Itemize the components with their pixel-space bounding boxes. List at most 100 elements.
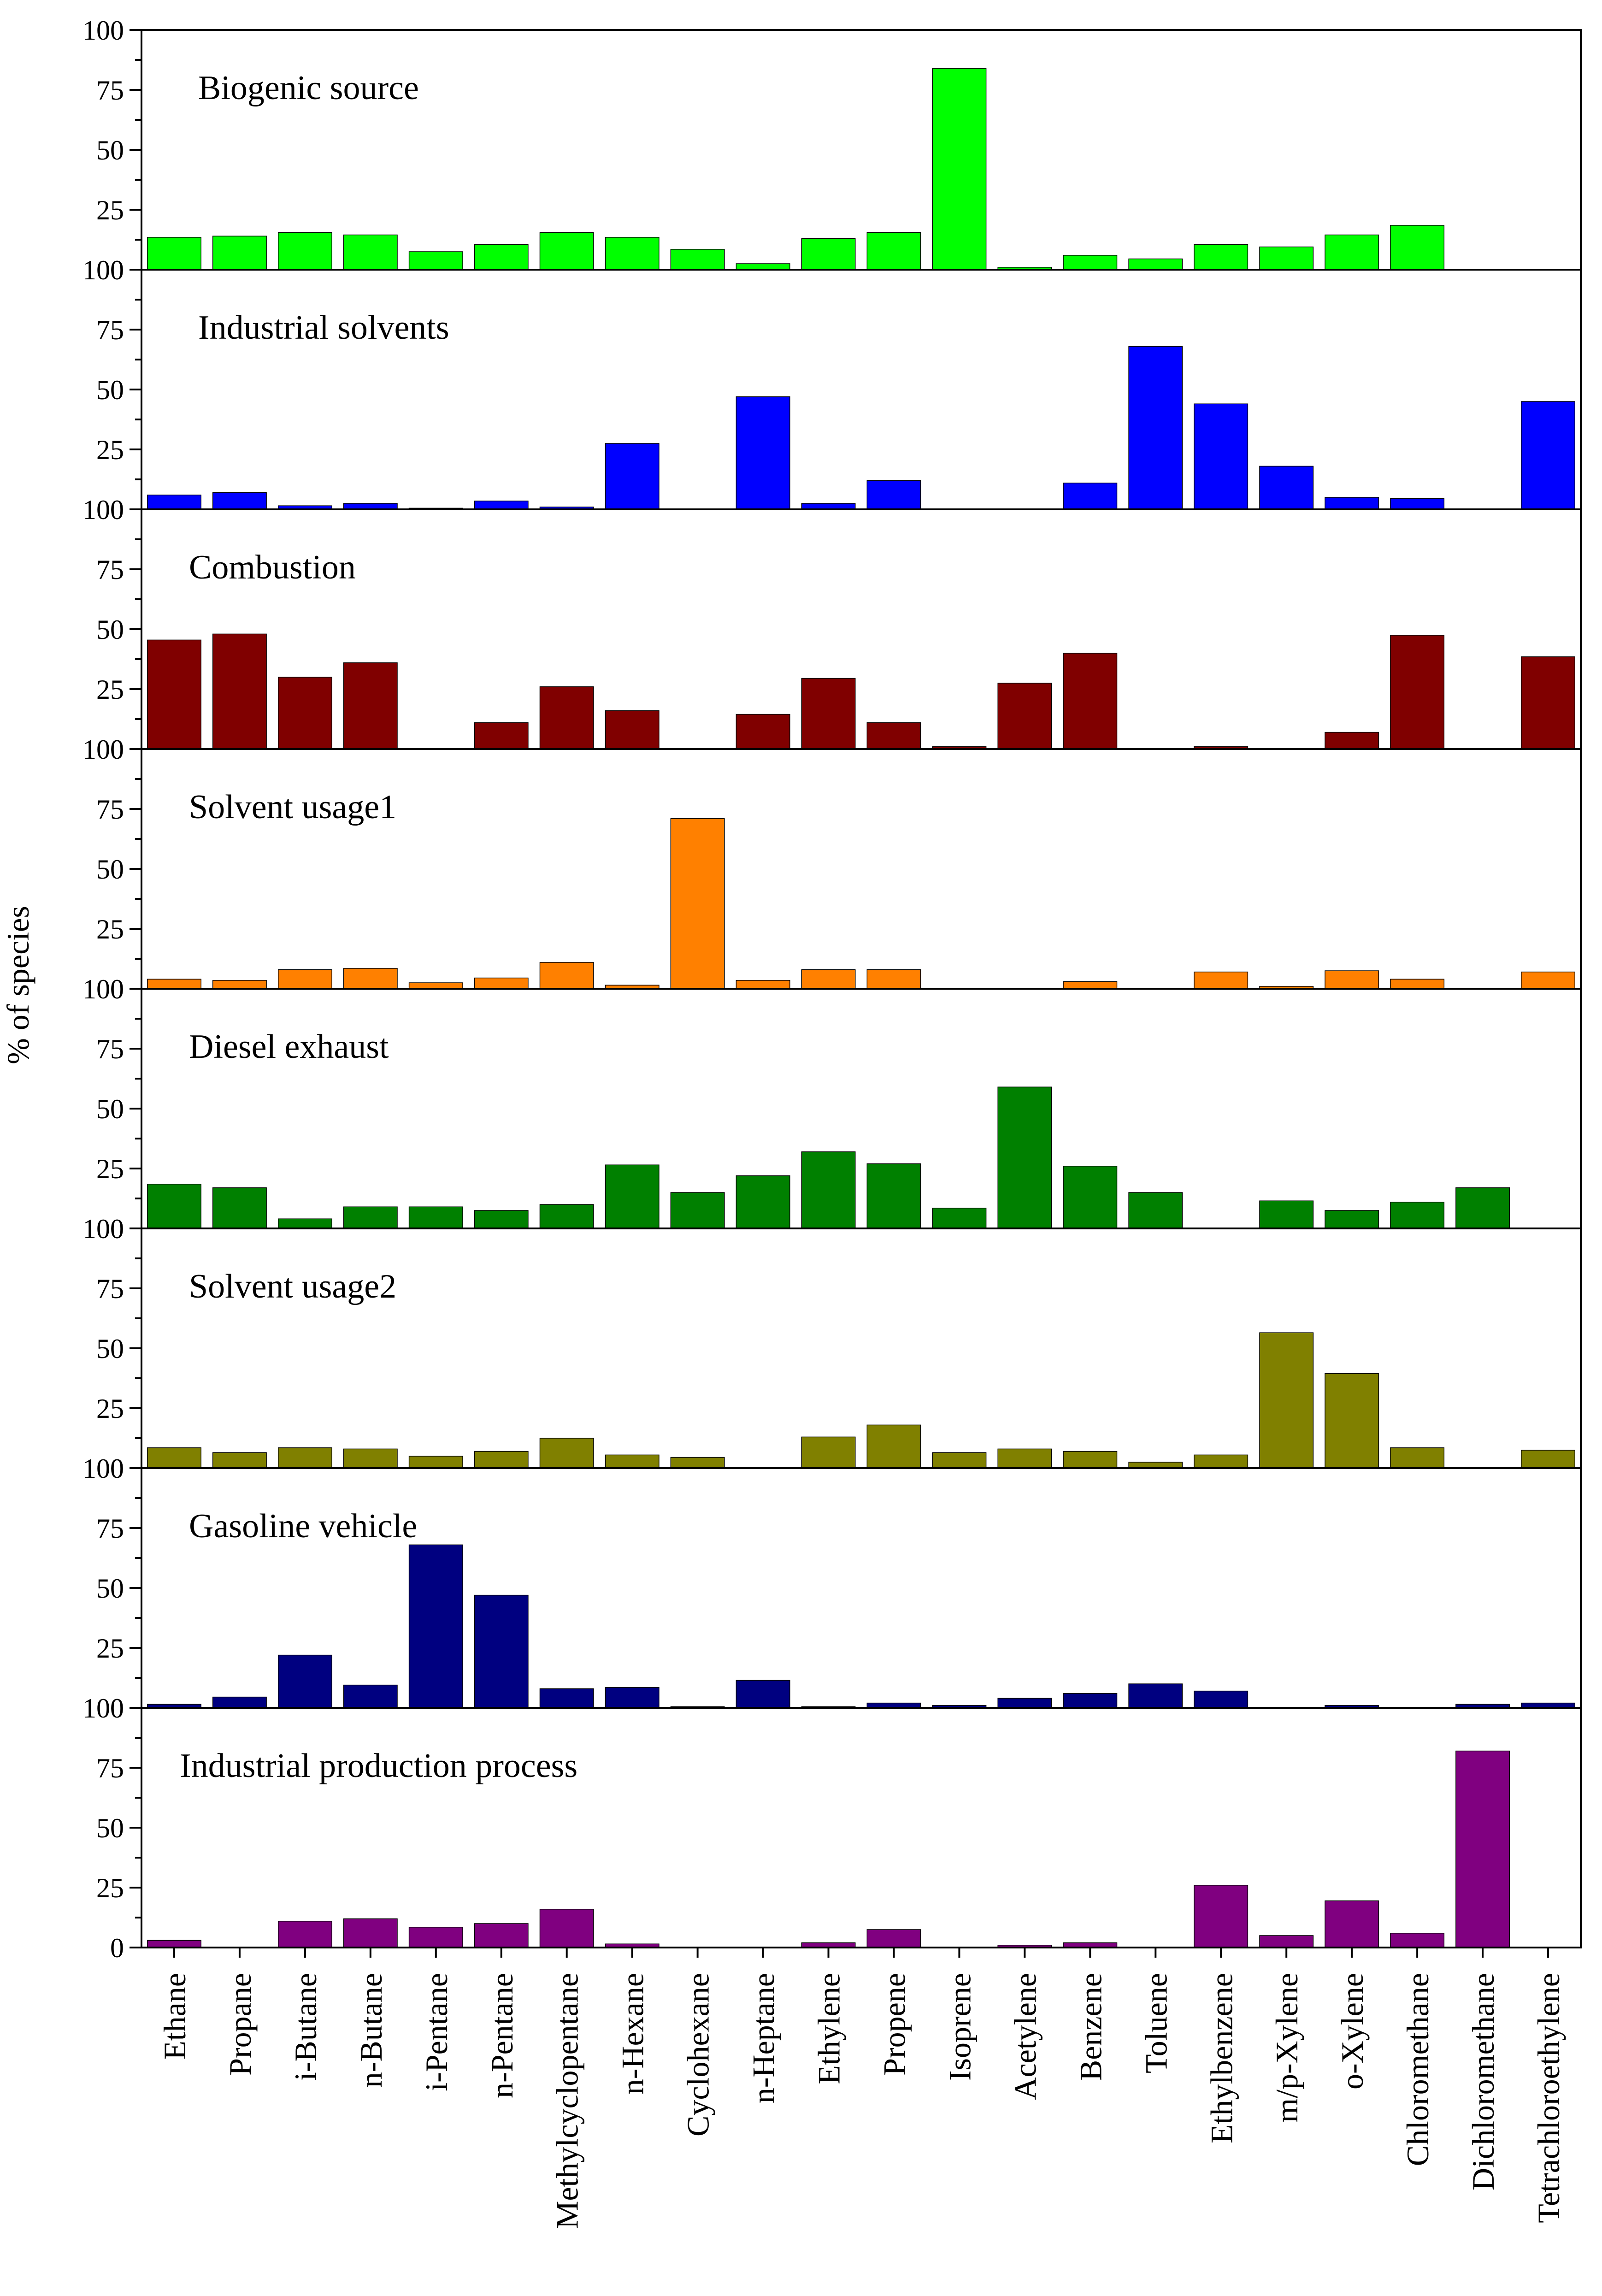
- x-tick-label-chloromethane: Chloromethane: [1400, 1973, 1435, 2166]
- x-tick-label-n-butane: n-Butane: [353, 1973, 389, 2088]
- bar-combustion-propane: [212, 633, 267, 750]
- y-tick-label: 25: [96, 435, 124, 465]
- x-tick-label-n-hexane: n-Hexane: [615, 1973, 650, 2095]
- panel-title: Combustion: [189, 549, 356, 586]
- panel-frame: [141, 748, 1582, 990]
- bar-solvent-usage1-propene: [866, 969, 921, 989]
- y-tick-label: 100: [82, 15, 124, 46]
- bar-gasoline-vehicle-benzene: [1063, 1693, 1118, 1708]
- bar-industrial-solvents-propene: [866, 480, 921, 510]
- bar-industrial-production-process-m-p-xylene: [1259, 1935, 1314, 1948]
- bar-solvent-usage1-n-butane: [343, 968, 398, 989]
- bar-biogenic-source-methylcyclopentane: [539, 232, 594, 270]
- bar-combustion-ethylene: [801, 678, 856, 750]
- bar-solvent-usage1-tetrachloroethylene: [1521, 971, 1575, 989]
- bar-combustion-n-heptane: [736, 714, 790, 750]
- bar-industrial-production-process-n-butane: [343, 1918, 398, 1948]
- bar-combustion-tetrachloroethylene: [1521, 656, 1575, 750]
- bar-diesel-exhaust-n-hexane: [605, 1164, 660, 1229]
- y-tick-label: 25: [96, 674, 124, 705]
- bar-combustion-o-xylene: [1325, 732, 1379, 750]
- panel-title: Industrial production process: [180, 1747, 577, 1785]
- bar-industrial-production-process-o-xylene: [1325, 1900, 1379, 1948]
- y-tick-label: 100: [82, 974, 124, 1004]
- bar-industrial-production-process-chloromethane: [1390, 1933, 1445, 1948]
- bar-biogenic-source-o-xylene: [1325, 234, 1379, 270]
- bar-solvent-usage2-m-p-xylene: [1259, 1332, 1314, 1469]
- bar-industrial-production-process-dichloromethane: [1455, 1750, 1510, 1948]
- panel-biogenic-source: 0 25 50 75 100 Biogenic source: [82, 15, 1582, 285]
- bar-combustion-methylcyclopentane: [539, 686, 594, 750]
- y-tick-label: 25: [96, 1154, 124, 1184]
- bar-gasoline-vehicle-methylcyclopentane: [539, 1688, 594, 1708]
- y-tick-label: 50: [96, 614, 124, 645]
- bar-diesel-exhaust-chloromethane: [1390, 1202, 1445, 1229]
- panel-title: Solvent usage2: [189, 1268, 396, 1305]
- y-tick-label: 0: [110, 974, 124, 1004]
- bar-industrial-solvents-ethylbenzene: [1194, 403, 1249, 510]
- bar-solvent-usage2-acetylene: [997, 1448, 1052, 1469]
- bar-solvent-usage1-propane: [212, 980, 267, 989]
- bar-solvent-usage1-benzene: [1063, 981, 1118, 989]
- bar-diesel-exhaust-n-heptane: [736, 1175, 790, 1229]
- panel-title: Solvent usage1: [189, 788, 396, 826]
- bar-biogenic-source-cyclohexane: [670, 249, 725, 270]
- y-tick-label: 100: [82, 1693, 124, 1723]
- bar-diesel-exhaust-n-butane: [343, 1206, 398, 1229]
- y-tick-label: 50: [96, 135, 124, 165]
- panel-title: Diesel exhaust: [189, 1028, 389, 1066]
- bar-industrial-solvents-chloromethane: [1390, 498, 1445, 510]
- y-tick-label: 50: [96, 1334, 124, 1364]
- y-tick-label: 0: [110, 734, 124, 765]
- x-tick-label-ethylbenzene: Ethylbenzene: [1204, 1973, 1239, 2143]
- x-tick-label-o-xylene: o-Xylene: [1335, 1973, 1370, 2089]
- bar-gasoline-vehicle-acetylene: [997, 1698, 1052, 1708]
- y-tick-label: 75: [96, 794, 124, 825]
- bar-solvent-usage2-benzene: [1063, 1451, 1118, 1469]
- bar-industrial-solvents-n-heptane: [736, 396, 790, 510]
- bar-solvent-usage2-i-pentane: [408, 1456, 463, 1469]
- x-tick-label-benzene: Benzene: [1073, 1973, 1108, 2081]
- y-tick-label: 50: [96, 375, 124, 405]
- panel-gasoline-vehicle: 0 25 50 75 100 Gasoline vehicle: [82, 1453, 1582, 1723]
- x-tick-label-tetrachloroethylene: Tetrachloroethylene: [1531, 1973, 1566, 2223]
- bar-gasoline-vehicle-toluene: [1128, 1683, 1183, 1708]
- bar-solvent-usage1-cyclohexane: [670, 818, 725, 989]
- bar-solvent-usage2-ethylene: [801, 1436, 856, 1469]
- bar-biogenic-source-i-butane: [277, 232, 332, 270]
- x-tick-label-propene: Propene: [877, 1973, 912, 2076]
- bar-biogenic-source-n-pentane: [474, 244, 529, 270]
- y-tick-label: 25: [96, 1633, 124, 1664]
- x-tick-label-ethylene: Ethylene: [812, 1973, 847, 2084]
- bar-combustion-n-pentane: [474, 722, 529, 750]
- y-tick-label: 100: [82, 1453, 124, 1484]
- y-axis-label: % of species: [0, 906, 35, 1064]
- bar-solvent-usage1-n-pentane: [474, 977, 529, 989]
- bar-biogenic-source-propane: [212, 236, 267, 270]
- y-tick-label: 0: [110, 1453, 124, 1484]
- bar-diesel-exhaust-i-butane: [277, 1218, 332, 1229]
- bar-diesel-exhaust-ethane: [147, 1184, 201, 1229]
- bar-solvent-usage2-ethane: [147, 1447, 201, 1469]
- bar-combustion-benzene: [1063, 653, 1118, 750]
- bar-solvent-usage2-tetrachloroethylene: [1521, 1450, 1575, 1469]
- bar-biogenic-source-chloromethane: [1390, 225, 1445, 270]
- bar-solvent-usage1-n-heptane: [736, 980, 790, 989]
- y-tick-label: 25: [96, 1873, 124, 1903]
- bar-gasoline-vehicle-n-butane: [343, 1684, 398, 1708]
- bar-solvent-usage1-o-xylene: [1325, 970, 1379, 989]
- y-tick-label: 100: [82, 1214, 124, 1244]
- bar-biogenic-source-ethylene: [801, 238, 856, 270]
- x-tick-label-n-pentane: n-Pentane: [484, 1973, 519, 2098]
- panel-solvent-usage2: 0 25 50 75 100 Solvent usage2: [82, 1214, 1582, 1484]
- y-tick-label: 100: [82, 734, 124, 765]
- bar-industrial-production-process-ethylbenzene: [1194, 1885, 1249, 1948]
- panel-combustion: 0 25 50 75 100 Combustion: [82, 495, 1582, 765]
- y-tick-label: 50: [96, 1813, 124, 1843]
- bar-solvent-usage1-ethylene: [801, 969, 856, 989]
- bar-solvent-usage2-isoprene: [932, 1452, 987, 1469]
- y-tick-label: 0: [110, 1693, 124, 1723]
- bar-diesel-exhaust-m-p-xylene: [1259, 1200, 1314, 1229]
- bar-industrial-solvents-m-p-xylene: [1259, 466, 1314, 510]
- bar-solvent-usage1-chloromethane: [1390, 979, 1445, 989]
